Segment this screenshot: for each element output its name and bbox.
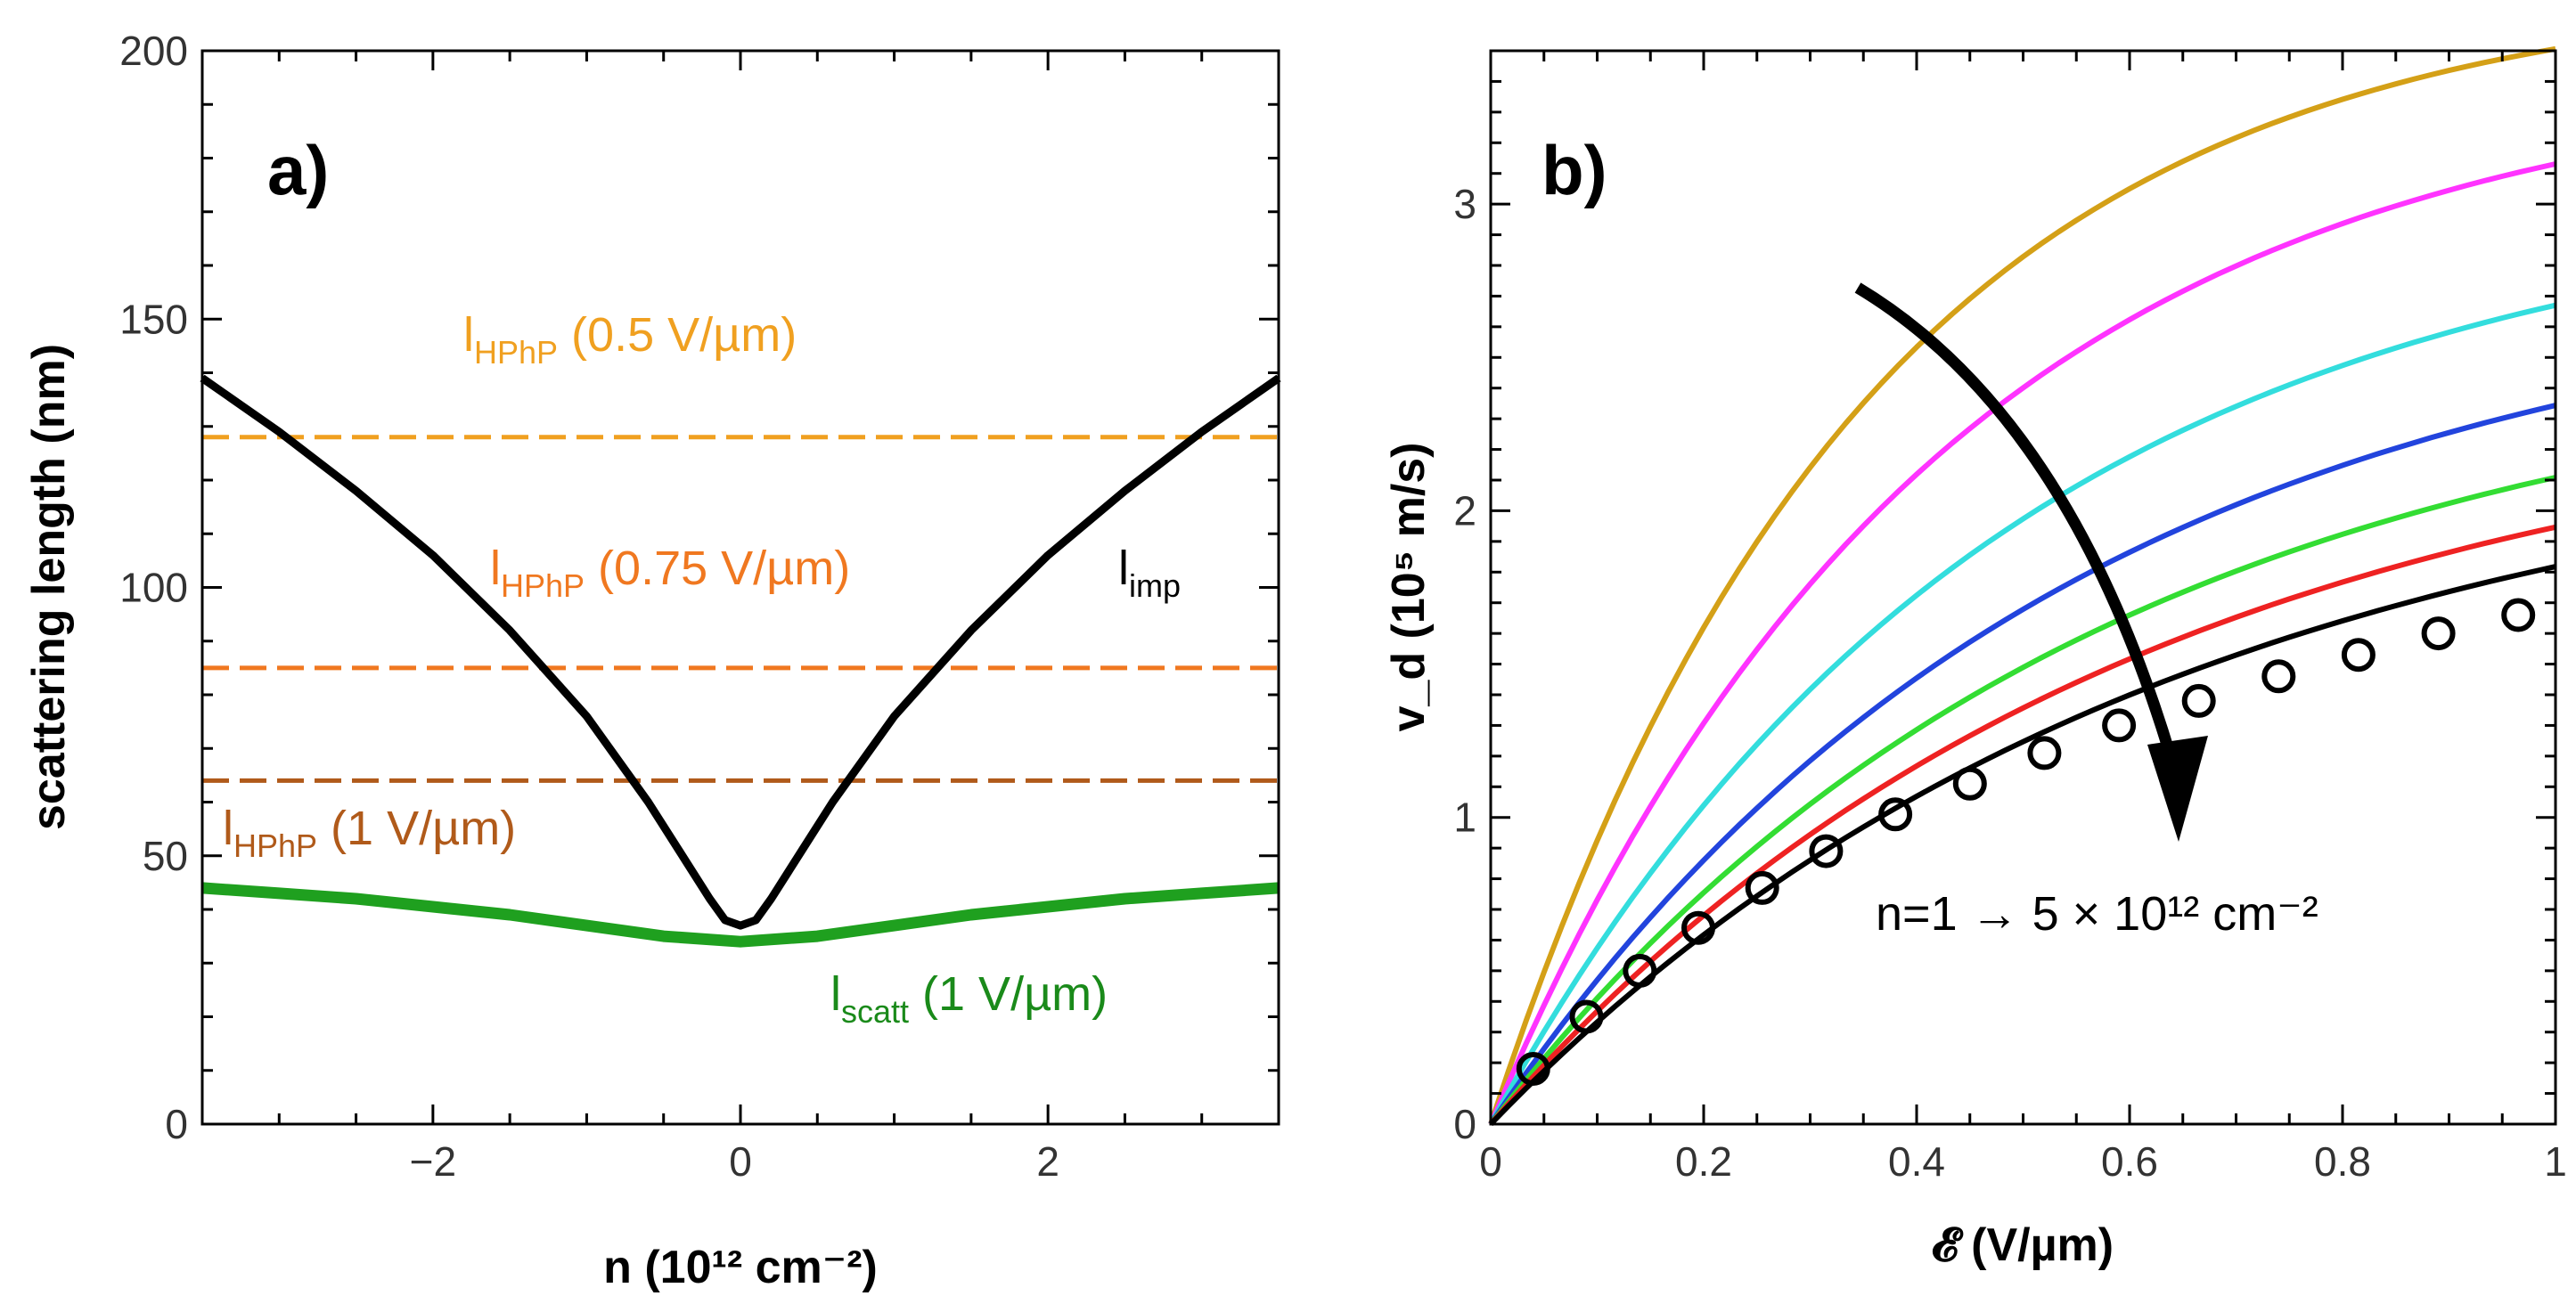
- panel-b-ylabel: v_d (10⁵ m/s): [1383, 443, 1435, 732]
- series-l-imp: [200, 374, 1281, 930]
- data-marker-circle: [1516, 1052, 1550, 1086]
- x-tick-label-b: 0.2: [1675, 1138, 1732, 1185]
- y-tick-label-b: 2: [1453, 487, 1476, 534]
- y-tick-label-a: 200: [119, 28, 188, 74]
- data-marker-circle: [2027, 736, 2062, 770]
- legend-imp: limp: [1118, 542, 1181, 604]
- panel-b-ticks: 0 1 2 3 0 0.2 0.4 0.6 0.8 1: [1453, 49, 2567, 1185]
- panel-a-curves: [200, 374, 1281, 948]
- legend-scatt: lscatt (1 V/µm): [830, 967, 1108, 1030]
- panel-a-xlabel: n (10¹² cm⁻²): [603, 1242, 878, 1293]
- x-tick-label-a: 2: [1036, 1138, 1059, 1185]
- x-tick-label-b: 1: [2544, 1138, 2567, 1185]
- panel-a-label: a): [267, 131, 329, 209]
- panel-b-label: b): [1542, 131, 1607, 209]
- legend-hphp-075: lHPhP (0.75 V/µm): [490, 542, 850, 604]
- legend-hphp-05: lHPhP (0.5 V/µm): [463, 308, 797, 371]
- data-marker-circle: [2181, 683, 2216, 718]
- trend-arrow-head: [2147, 736, 2208, 842]
- x-tick-label-a: −2: [410, 1138, 456, 1185]
- data-marker-circle: [1878, 797, 1913, 832]
- panel-a: 0 50 100 150 200 −2 0 2 a) lHPhP (0.5 V/µm) lHP…: [23, 28, 1281, 1293]
- data-marker-circle: [2421, 616, 2456, 651]
- y-tick-label-a: 0: [165, 1101, 188, 1147]
- data-marker-circle: [2261, 659, 2296, 694]
- panel-b-xlabel: 𝓔 (V/µm): [1932, 1219, 2114, 1271]
- x-tick-label-a: 0: [729, 1138, 752, 1185]
- panel-b-markers: [1516, 598, 2536, 1086]
- series-l-scatt-1-v-m-: [201, 882, 1280, 948]
- data-marker-circle: [2501, 598, 2536, 632]
- y-tick-label-b: 0: [1453, 1101, 1476, 1147]
- data-marker-circle: [1569, 999, 1604, 1034]
- panel-a-ylabel: scattering length (nm): [23, 344, 75, 830]
- data-marker-circle: [1952, 766, 1987, 801]
- curve-cyan: [1488, 302, 2556, 1126]
- panel-b-curves: [1488, 45, 2556, 1127]
- data-marker-circle: [1681, 910, 1715, 945]
- curve-black: [1488, 564, 2556, 1127]
- x-tick-label-b: 0.6: [2101, 1138, 2158, 1185]
- x-tick-label-b: 0.8: [2314, 1138, 2371, 1185]
- data-marker-circle: [1809, 834, 1844, 868]
- density-annotation: n=1 → 5 × 10¹² cm⁻²: [1876, 887, 2318, 941]
- data-marker-circle: [2341, 638, 2376, 672]
- data-marker-circle: [2102, 708, 2137, 743]
- curve-magenta: [1488, 161, 2556, 1126]
- y-tick-label-a: 100: [119, 565, 188, 611]
- y-tick-label-b: 3: [1453, 181, 1476, 227]
- data-marker-circle: [1623, 953, 1657, 988]
- y-tick-label-a: 150: [119, 296, 188, 342]
- y-tick-label-b: 1: [1453, 795, 1476, 841]
- legend-hphp-1: lHPhP (1 V/µm): [223, 802, 516, 864]
- trend-arrow-shaft: [1854, 282, 2185, 786]
- x-tick-label-b: 0: [1479, 1138, 1502, 1185]
- curve-gold: [1488, 45, 2556, 1125]
- curve-red: [1488, 524, 2556, 1126]
- curve-blue: [1488, 403, 2556, 1126]
- x-tick-label-b: 0.4: [1888, 1138, 1945, 1185]
- panel-a-ticks: 0 50 100 150 200 −2 0 2: [119, 28, 1280, 1185]
- y-tick-label-a: 50: [143, 833, 188, 879]
- data-marker-circle: [1745, 870, 1779, 905]
- curve-green: [1488, 475, 2556, 1126]
- panel-b: 0 1 2 3 0 0.2 0.4 0.6 0.8 1 b) n=1 → 5 × 10¹² cm⁻…: [1383, 45, 2567, 1271]
